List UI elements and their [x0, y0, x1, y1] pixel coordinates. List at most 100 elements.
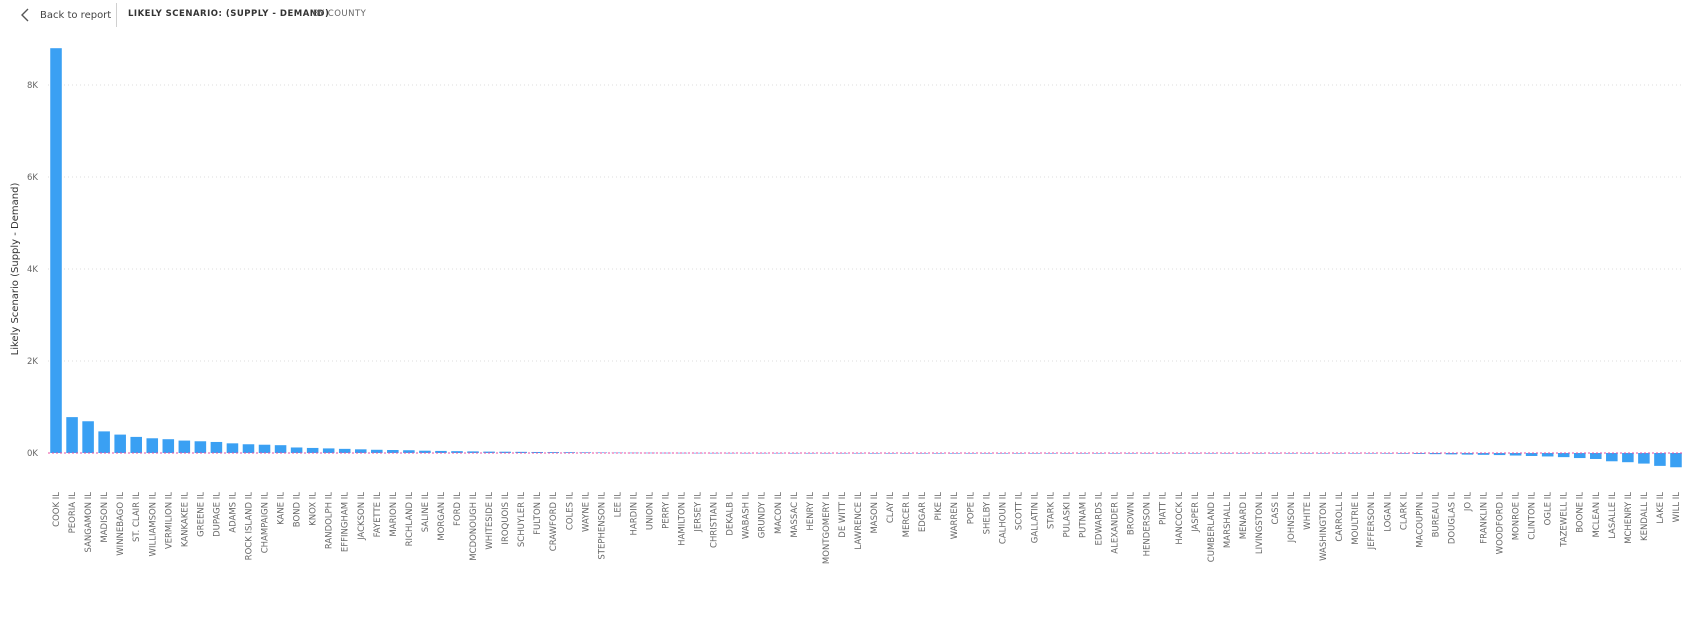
bar[interactable] [515, 451, 527, 453]
bar[interactable] [1445, 453, 1458, 455]
bar[interactable] [1557, 453, 1570, 458]
bar[interactable] [1060, 453, 1073, 454]
bar[interactable] [1461, 453, 1474, 455]
bar[interactable] [1493, 453, 1506, 456]
bar[interactable] [1156, 453, 1169, 454]
bar[interactable] [1638, 453, 1650, 464]
bar[interactable] [66, 417, 78, 453]
bar[interactable] [1092, 453, 1105, 454]
bar[interactable] [884, 453, 896, 454]
bar[interactable] [1269, 453, 1281, 454]
bar[interactable] [483, 451, 495, 453]
x-tick-label: COOK IL [52, 492, 62, 527]
x-tick-label: HAMILTON IL [678, 492, 688, 546]
x-tick-label: FULTON IL [533, 492, 543, 535]
bar[interactable] [1541, 453, 1554, 457]
bar[interactable] [242, 444, 255, 453]
bar[interactable] [1317, 453, 1329, 454]
bar[interactable] [1365, 453, 1378, 454]
bar[interactable] [354, 449, 367, 453]
bar[interactable] [1108, 453, 1121, 454]
bar[interactable] [868, 453, 880, 454]
bar[interactable] [1253, 453, 1265, 454]
back-to-report-button[interactable]: Back to report [18, 6, 111, 24]
bar[interactable] [146, 438, 159, 453]
bar[interactable] [1237, 453, 1249, 454]
bar[interactable] [1349, 453, 1361, 454]
x-tick-label: TAZEWELL IL [1560, 492, 1570, 548]
bar[interactable] [274, 445, 287, 453]
bar[interactable] [371, 449, 383, 453]
x-tick-label: JO IL [1463, 492, 1473, 512]
bar[interactable] [306, 447, 319, 453]
bar[interactable] [50, 48, 62, 453]
bar[interactable] [114, 434, 126, 453]
bar[interactable] [338, 448, 351, 453]
bar[interactable] [1477, 453, 1490, 455]
x-tick-label: ROCK ISLAND IL [244, 492, 254, 561]
bar[interactable] [1076, 453, 1089, 454]
bar[interactable] [1221, 453, 1233, 454]
bar[interactable] [1301, 453, 1313, 454]
bar[interactable] [178, 440, 191, 453]
bar[interactable] [1189, 453, 1201, 454]
bar[interactable] [1509, 453, 1522, 456]
bar[interactable] [1670, 453, 1682, 468]
bar[interactable] [1413, 453, 1426, 454]
x-tick-label: VERMILION IL [164, 492, 174, 549]
x-tick-label: DUPAGE IL [212, 492, 222, 537]
bar[interactable] [1012, 453, 1025, 454]
bar[interactable] [1205, 453, 1217, 454]
bar[interactable] [1285, 453, 1297, 454]
bar[interactable] [1622, 453, 1634, 463]
x-tick-label: BUREAU IL [1431, 492, 1441, 538]
bar[interactable] [419, 450, 431, 453]
bar[interactable] [130, 436, 142, 453]
bar[interactable] [1654, 453, 1666, 466]
bar[interactable] [499, 451, 511, 453]
bar[interactable] [194, 441, 207, 453]
bar[interactable] [162, 439, 175, 453]
bar[interactable] [1573, 453, 1586, 459]
bar[interactable] [932, 453, 944, 454]
x-tick-label: MENARD IL [1239, 492, 1249, 540]
bar[interactable] [435, 450, 447, 453]
bar[interactable] [98, 431, 110, 453]
x-tick-label: CHRISTIAN IL [710, 492, 720, 548]
x-tick-label: CLARK IL [1399, 492, 1409, 530]
bar[interactable] [210, 441, 223, 453]
bar[interactable] [387, 450, 399, 453]
bar[interactable] [290, 447, 303, 453]
x-tick-label: MACON IL [774, 492, 784, 534]
x-tick-label: PULASKI IL [1062, 492, 1072, 538]
bar[interactable] [964, 453, 977, 454]
bar[interactable] [531, 451, 543, 453]
bar[interactable] [1140, 453, 1153, 454]
bar[interactable] [1606, 453, 1618, 462]
bar[interactable] [1333, 453, 1345, 454]
x-tick-label: BROWN IL [1127, 492, 1137, 535]
bar[interactable] [226, 443, 239, 453]
bar[interactable] [467, 451, 479, 453]
bar[interactable] [1172, 453, 1185, 454]
y-axis-ticks: 0K 2K 4K 6K 8K [27, 81, 38, 459]
bar[interactable] [403, 450, 415, 453]
bar[interactable] [1044, 453, 1057, 454]
bar[interactable] [1397, 453, 1410, 454]
bar[interactable] [451, 451, 463, 453]
bar[interactable] [900, 453, 912, 454]
bar[interactable] [996, 453, 1009, 454]
bar[interactable] [948, 453, 960, 454]
bar[interactable] [1590, 453, 1602, 459]
bar[interactable] [322, 448, 335, 453]
bar[interactable] [1124, 453, 1137, 454]
bar[interactable] [1525, 453, 1538, 456]
x-tick-label: CARROLL IL [1335, 492, 1345, 542]
bar[interactable] [82, 421, 94, 453]
bar[interactable] [1429, 453, 1442, 455]
bar[interactable] [1028, 453, 1041, 454]
bar[interactable] [916, 453, 928, 454]
bar[interactable] [258, 444, 271, 453]
bar[interactable] [1381, 453, 1394, 454]
bar[interactable] [980, 453, 993, 454]
